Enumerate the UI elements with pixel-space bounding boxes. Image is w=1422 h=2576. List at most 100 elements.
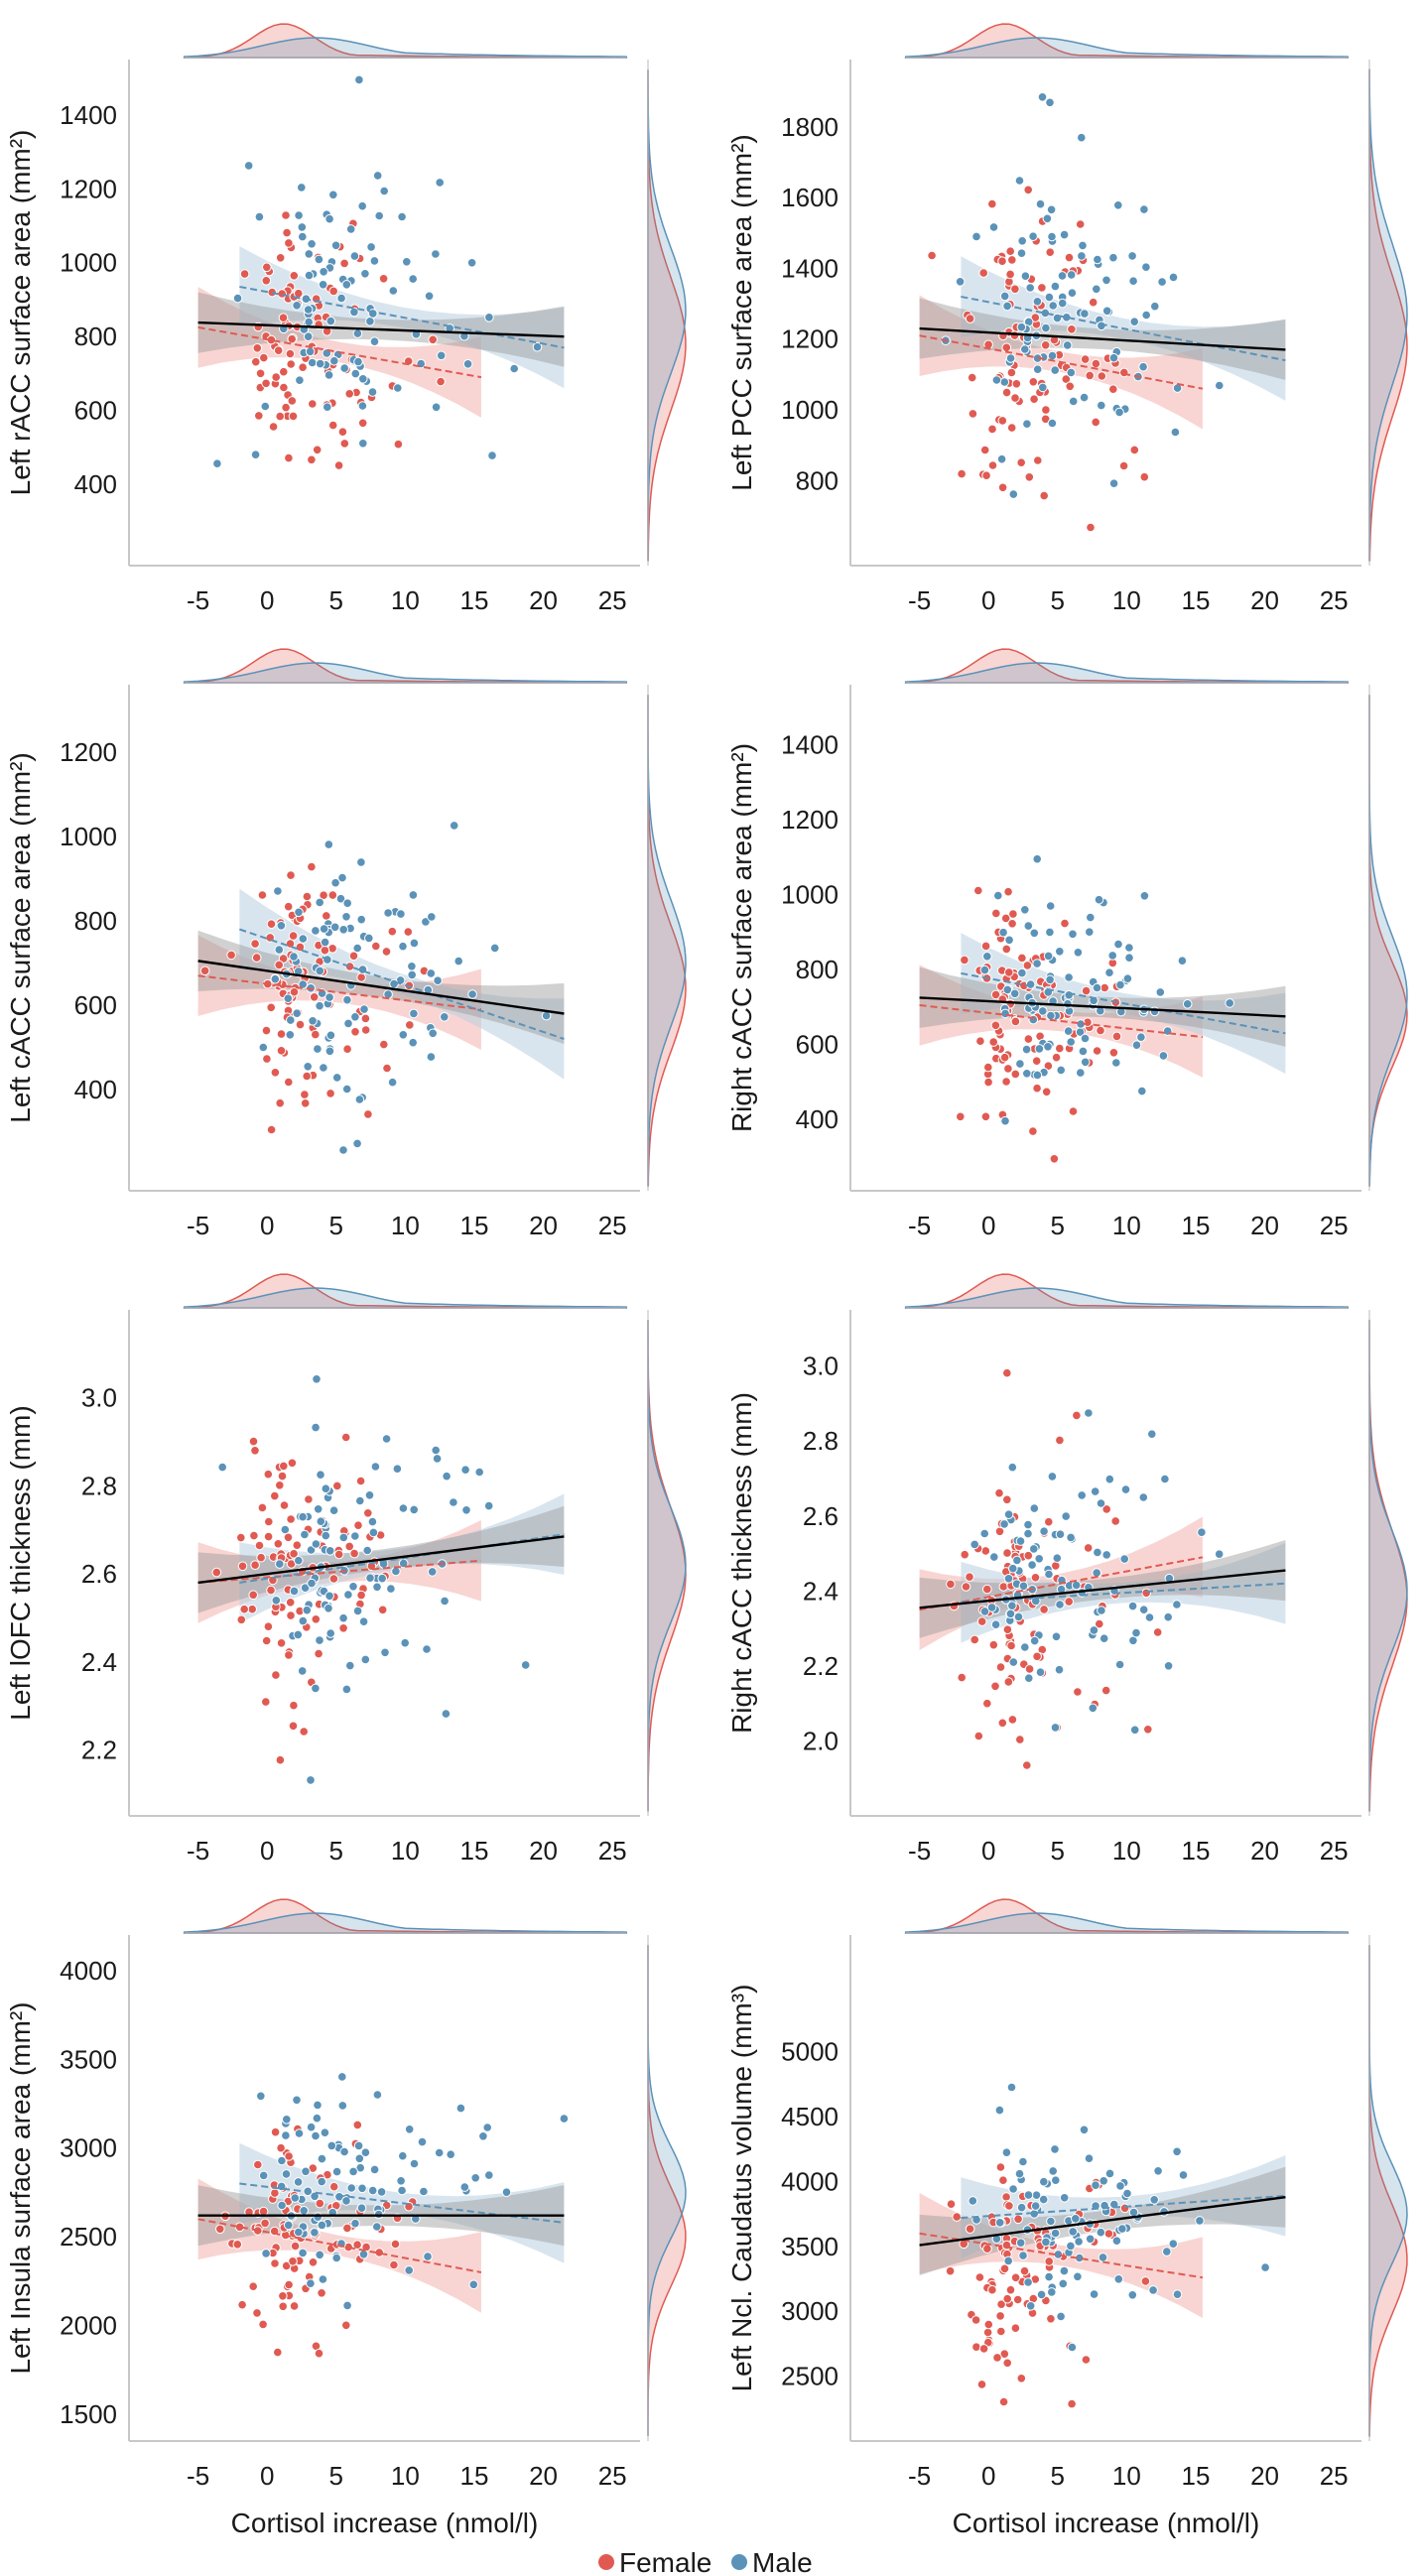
male-data-point (1008, 489, 1019, 499)
female-data-point (236, 1614, 247, 1625)
y-tick-label: 800 (74, 322, 117, 351)
female-data-point (945, 2265, 956, 2276)
female-data-point (1110, 1516, 1120, 1526)
male-data-point (1037, 92, 1048, 102)
female-data-point (275, 252, 286, 263)
female-data-point (927, 250, 937, 261)
male-data-point (345, 1660, 355, 1671)
male-data-point (294, 210, 304, 220)
female-data-point (232, 2240, 243, 2250)
female-data-point (314, 1648, 323, 1659)
male-data-point (271, 1596, 282, 1606)
male-data-point (324, 213, 334, 224)
male-data-point (312, 1374, 322, 1384)
female-data-point (990, 1681, 1000, 1692)
x-tick-label: 10 (391, 585, 420, 615)
female-data-point (254, 1540, 265, 1551)
y-tick-label: 3000 (781, 2296, 839, 2326)
male-data-point (298, 1511, 308, 1522)
male-data-point (979, 965, 990, 975)
female-data-point (1001, 342, 1012, 353)
male-data-point (1215, 380, 1225, 391)
male-data-point (325, 316, 336, 326)
male-data-point (367, 2185, 378, 2196)
male-data-point (353, 356, 363, 367)
male-data-point (1018, 1581, 1029, 1592)
female-data-point (1081, 985, 1092, 996)
x-tick-label: -5 (908, 1211, 931, 1240)
female-data-point (261, 378, 271, 389)
male-data-point (243, 161, 254, 171)
female-data-point (1000, 913, 1011, 924)
female-data-point (1012, 2294, 1023, 2305)
x-tick-label: 5 (329, 1836, 343, 1866)
male-data-point (389, 978, 399, 989)
female-data-point (952, 2212, 963, 2222)
y-tick-label: 2000 (60, 2311, 117, 2341)
female-data-point (403, 927, 414, 937)
female-data-point (239, 1604, 249, 1614)
male-data-point (1099, 2176, 1108, 2186)
male-data-point (362, 1545, 373, 1556)
male-data-point (1041, 322, 1051, 333)
male-data-point (1015, 1536, 1026, 1546)
female-data-point (284, 2151, 294, 2161)
female-data-point (237, 1561, 248, 1572)
male-top-density (904, 37, 1349, 59)
male-data-point (306, 2278, 316, 2288)
x-tick-label: 20 (1250, 1836, 1279, 1866)
female-data-point (1019, 2265, 1030, 2276)
female-data-point (278, 313, 289, 323)
female-data-point (1095, 1618, 1104, 1629)
female-data-point (352, 2240, 362, 2250)
male-data-point (1038, 1006, 1048, 1016)
male-data-point (1068, 929, 1078, 940)
male-data-point (1077, 251, 1087, 261)
female-data-point (314, 2348, 324, 2359)
male-data-point (408, 890, 419, 900)
male-data-point (1038, 2194, 1049, 2205)
male-data-point (388, 286, 399, 296)
male-data-point (275, 1559, 285, 1569)
female-data-point (325, 1089, 335, 1098)
y-tick-label: 1200 (60, 174, 117, 203)
male-data-point (501, 2187, 512, 2197)
male-data-point (1015, 1059, 1025, 1069)
female-data-point (980, 1111, 991, 1122)
male-data-point (431, 402, 442, 413)
female-data-point (965, 314, 975, 323)
female-data-point (254, 411, 264, 421)
female-data-point (1017, 953, 1027, 964)
female-data-point (344, 1541, 355, 1552)
male-data-point (352, 328, 363, 338)
male-data-point (319, 1063, 328, 1073)
female-data-point (279, 1461, 289, 1472)
male-data-point (339, 2146, 349, 2157)
male-data-point (304, 270, 315, 281)
female-data-point (997, 416, 1008, 426)
female-data-point (273, 2347, 283, 2358)
male-data-point (1080, 309, 1090, 319)
male-data-point (404, 2265, 415, 2275)
female-data-point (270, 2126, 281, 2137)
y-tick-label: 1200 (781, 324, 839, 354)
y-tick-label: 3500 (781, 2232, 839, 2261)
male-data-point (254, 211, 265, 222)
female-data-point (1003, 1677, 1014, 1687)
male-data-point (277, 2155, 287, 2166)
male-data-point (398, 2150, 408, 2161)
male-data-point (330, 240, 341, 251)
female-data-point (248, 1436, 259, 1447)
female-data-point (980, 941, 991, 952)
female-data-point (286, 1514, 296, 1524)
female-data-point (973, 885, 983, 896)
male-data-point (372, 2090, 383, 2100)
female-data-point (353, 1520, 363, 1530)
male-data-point (294, 2227, 304, 2238)
male-data-point (1127, 1601, 1138, 1611)
male-data-point (996, 453, 1007, 464)
male-data-point (1023, 2277, 1033, 2287)
female-data-point (961, 1582, 971, 1592)
male-data-point (281, 2169, 292, 2179)
male-data-point (440, 1012, 450, 1022)
